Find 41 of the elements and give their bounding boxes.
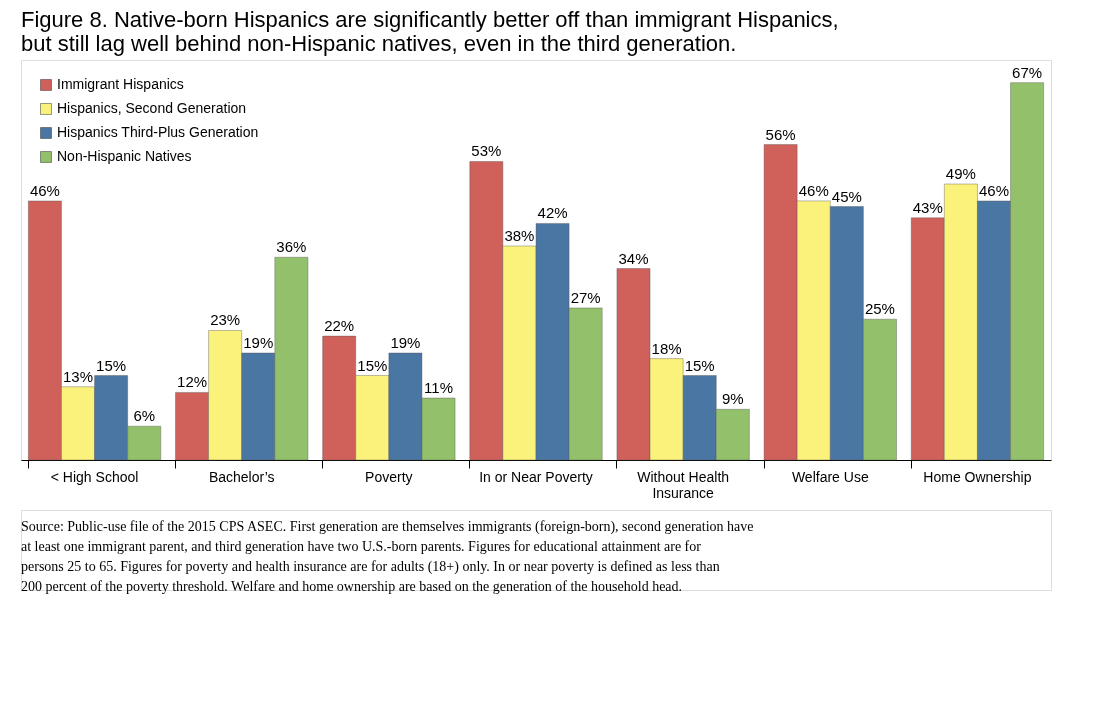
x-tick-label: Without Health Insurance [637,468,730,501]
legend-label: Immigrant Hispanics [57,76,184,92]
source-note: Source: Public-use file of the 2015 CPS ASEC. First generation are themselves immigrants (foreign-born), second generation have at least one immigrant parent, and third generation have two U.S.-born parents. Figures for educational attainment are for persons 25 to 65. Figures for poverty and health insurance are for adults (18+) only. In or near poverty is defined as less than 200 percent of the poverty threshold. Welfare and home ownership are based on the generation of the household head. [21,519,754,594]
data-label: 42% [537,204,568,222]
x-tick-label: Poverty [365,468,413,485]
data-label: 12% [177,373,208,391]
data-label: 19% [390,333,421,351]
legend-label: Hispanics Third-Plus Generation [57,124,259,140]
x-tick-label: Home Ownership [923,468,1032,485]
data-label: 43% [912,198,943,216]
data-label: 46% [978,181,1009,199]
data-label: 25% [864,300,895,318]
data-label: 38% [504,226,535,244]
x-tick-label: Bachelor’s [208,468,275,485]
data-label: 15% [357,356,388,374]
data-label: 6% [133,407,156,425]
data-label: 36% [276,238,307,256]
data-label: 9% [721,390,744,408]
data-label: 67% [1012,63,1043,81]
data-label: 53% [471,142,502,160]
x-tick-label: Welfare Use [791,468,869,485]
data-label: 13% [63,367,94,385]
x-tick-label: In or Near Poverty [479,468,593,485]
data-label: 46% [798,181,829,199]
data-label: 11% [424,379,453,397]
legend-label: Non-Hispanic Natives [57,148,192,164]
data-label: 46% [29,181,60,199]
data-label: 15% [96,356,127,374]
data-label: 18% [651,339,682,357]
data-label: 49% [945,165,976,183]
data-label: 15% [684,356,715,374]
data-label: 27% [570,288,601,306]
legend-label: Hispanics, Second Generation [57,100,247,116]
chart-title: Figure 8. Native-born Hispanics are significantly better off than immigrant Hispanics, but still lag well behind non-Hispanic natives, even in the third generation. [21,7,839,56]
data-label: 19% [243,333,274,351]
data-label: 34% [618,249,649,267]
data-label: 23% [210,311,241,329]
data-label: 22% [324,317,355,335]
data-label: 45% [831,187,862,205]
x-tick-label: < High School [50,468,139,485]
data-label: 56% [765,125,796,143]
